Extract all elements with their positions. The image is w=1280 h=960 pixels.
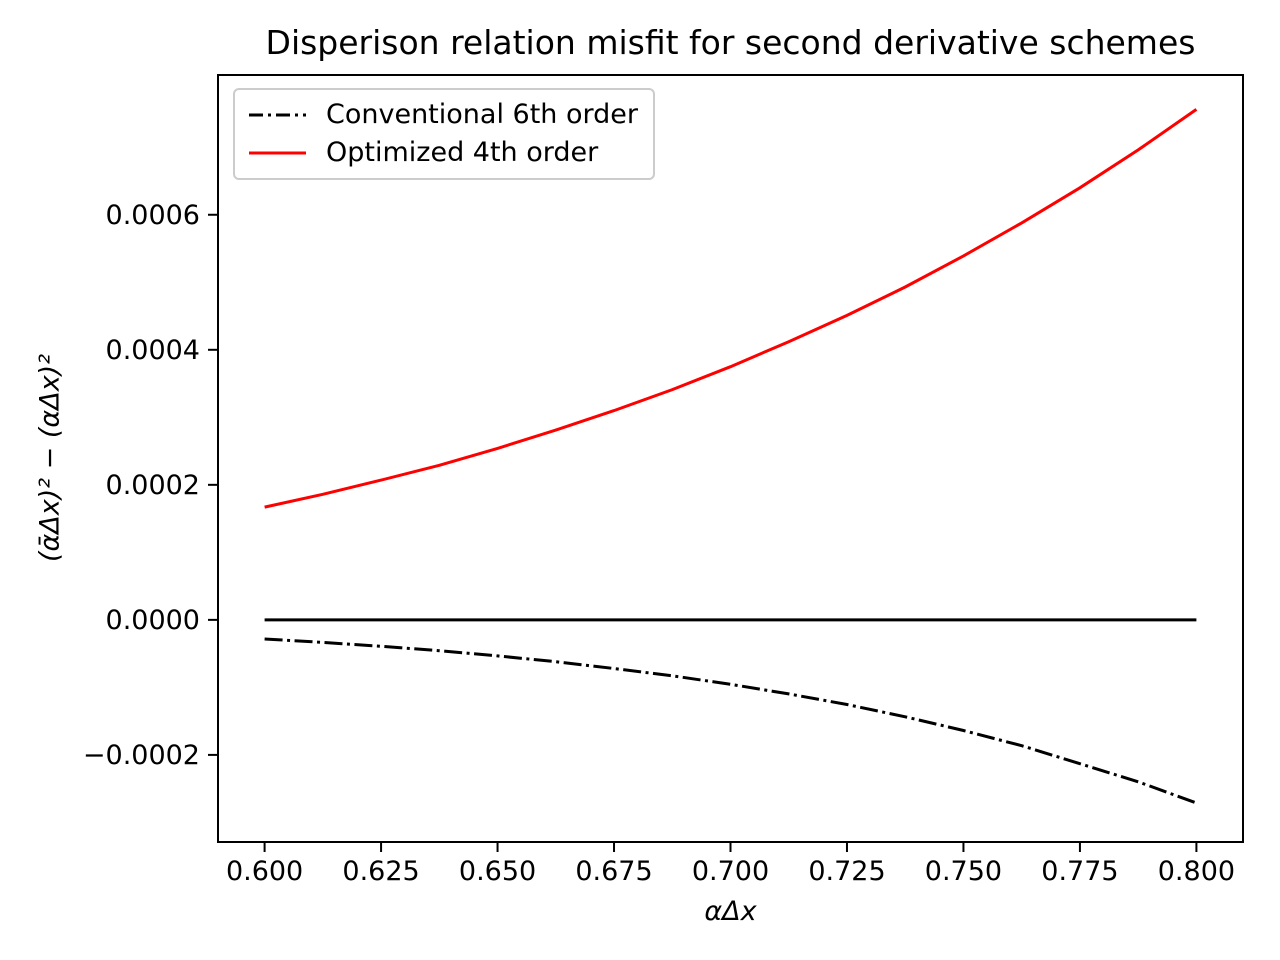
solid-red-line-icon: [249, 151, 306, 155]
x-tick-label: 0.800: [1158, 856, 1235, 887]
legend-entry-conventional: Conventional 6th order: [249, 100, 639, 130]
x-tick-label: 0.750: [925, 856, 1002, 887]
x-tick-label: 0.675: [575, 856, 652, 887]
legend: Conventional 6th order Optimized 4th ord…: [233, 88, 655, 180]
x-tick-label: 0.700: [692, 856, 769, 887]
x-tick-label: 0.625: [342, 856, 419, 887]
axes-frame: [217, 74, 1244, 843]
y-axis-label: (ᾱΔx)² − (αΔx)²: [34, 353, 66, 563]
legend-label-conventional: Conventional 6th order: [326, 99, 638, 131]
x-tick-label: 0.600: [226, 856, 303, 887]
x-tick-label: 0.775: [1041, 856, 1118, 887]
x-axis-label: αΔx: [704, 896, 757, 927]
dashdot-line-icon: [249, 113, 306, 117]
y-tick-label: 0.0004: [106, 335, 200, 366]
y-tick-label: 0.0000: [106, 605, 200, 636]
y-tick-label: 0.0002: [106, 470, 200, 501]
legend-label-optimized: Optimized 4th order: [326, 137, 599, 169]
x-tick-label: 0.725: [808, 856, 885, 887]
y-tick-label: −0.0002: [83, 740, 200, 771]
y-tick-label: 0.0006: [106, 200, 200, 231]
series-optimized-4th-order: [264, 108, 1198, 509]
legend-entry-optimized: Optimized 4th order: [249, 138, 639, 168]
series-conventional-6th-order: [264, 637, 1197, 805]
x-tick-label: 0.650: [459, 856, 536, 887]
chart-title: Disperison relation misfit for second de…: [265, 23, 1196, 62]
